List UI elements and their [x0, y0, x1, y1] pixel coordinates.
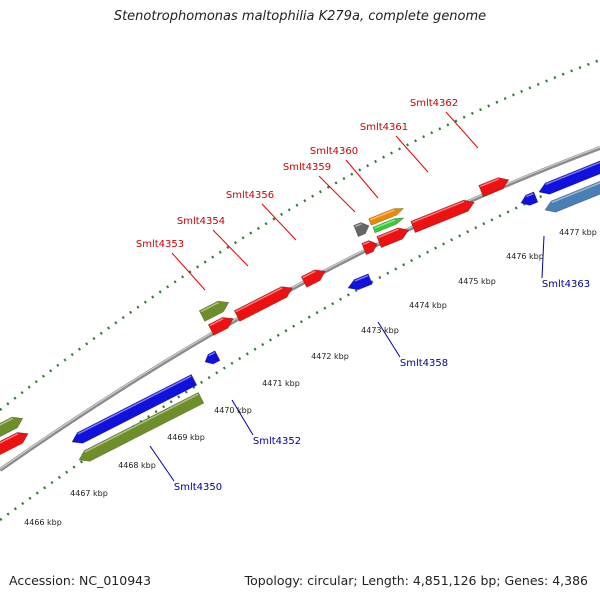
gene-arrow-steel [544, 177, 600, 213]
ruler-label: 4469 kbp [167, 433, 205, 442]
callout-line [212, 229, 249, 267]
callout-line [377, 321, 401, 358]
gene-arrow-gray [353, 222, 370, 237]
gene-label: Smlt4354 [177, 216, 225, 227]
ruler-label: 4466 kbp [24, 518, 62, 527]
gene-label: Smlt4359 [283, 162, 331, 173]
callout-line [445, 111, 479, 149]
ruler-label: 4473 kbp [361, 326, 399, 335]
callout-line [345, 159, 379, 199]
ruler-label: 4476 kbp [506, 252, 544, 261]
map-title: Stenotrophomonas maltophilia K279a, comp… [113, 9, 487, 24]
callout-line [149, 445, 175, 482]
gene-label: Smlt4360 [310, 146, 358, 157]
gene-label: Smlt4362 [410, 98, 458, 109]
gene-arrow-blue [538, 159, 600, 195]
gene-arrow-blue [204, 350, 221, 365]
gene-arrow-blue [347, 273, 373, 291]
gene-arrow-olive [198, 300, 230, 322]
gene-arrow-olive [78, 392, 205, 462]
callout-line [171, 252, 206, 291]
accession-text: Accession: NC_010943 [9, 573, 152, 588]
gene-arrow-red [376, 227, 410, 248]
label-callouts: Smlt4353 Smlt4354 Smlt4356 Smlt4359 Smlt4360… [136, 98, 590, 493]
callout-line [541, 235, 545, 279]
gene-arrow-blue [520, 191, 539, 206]
feature-track [0, 159, 600, 462]
callout-line [231, 399, 254, 436]
gene-arrow-blue [71, 374, 198, 444]
gene-arrow-orange [368, 208, 405, 226]
ruler-label: 4468 kbp [118, 461, 156, 470]
gene-arrow-red [300, 269, 326, 288]
ruler-label: 4471 kbp [262, 379, 300, 388]
ruler-label: 4467 kbp [70, 489, 108, 498]
genome-backbone [0, 146, 600, 472]
gene-arrow-red [361, 240, 378, 255]
callout-line [395, 135, 429, 173]
gene-label: Smlt4361 [360, 122, 408, 133]
callout-line [318, 175, 356, 213]
gene-arrow-green [372, 217, 405, 234]
gene-arrow-red [0, 432, 29, 456]
ruler-label: 4472 kbp [311, 352, 349, 361]
gene-label: Smlt4352 [253, 436, 301, 447]
gene-label: Smlt4353 [136, 239, 184, 250]
ruler-labels: 4466 kbp 4467 kbp 4468 kbp 4469 kbp 4470 kbp… [24, 228, 597, 527]
ruler-label: 4470 kbp [214, 406, 252, 415]
ruler-label: 4477 kbp [559, 228, 597, 237]
gene-label: Smlt4356 [226, 190, 274, 201]
gene-arrow-red [207, 317, 234, 336]
gene-label: Smlt4363 [542, 279, 590, 290]
gene-label: Smlt4350 [174, 482, 222, 493]
gene-arrow-red [478, 177, 510, 197]
callout-line [261, 203, 297, 241]
gene-arrow-olive [0, 416, 24, 438]
gene-arrow-red [233, 286, 293, 322]
gene-arrow-red [410, 199, 475, 233]
ruler-label: 4475 kbp [458, 277, 496, 286]
genome-summary-text: Topology: circular; Length: 4,851,126 bp… [244, 573, 588, 588]
ruler-label: 4474 kbp [409, 301, 447, 310]
gene-label: Smlt4358 [400, 358, 448, 369]
inner-tick-ring [0, 168, 600, 522]
outer-tick-ring [0, 58, 600, 411]
